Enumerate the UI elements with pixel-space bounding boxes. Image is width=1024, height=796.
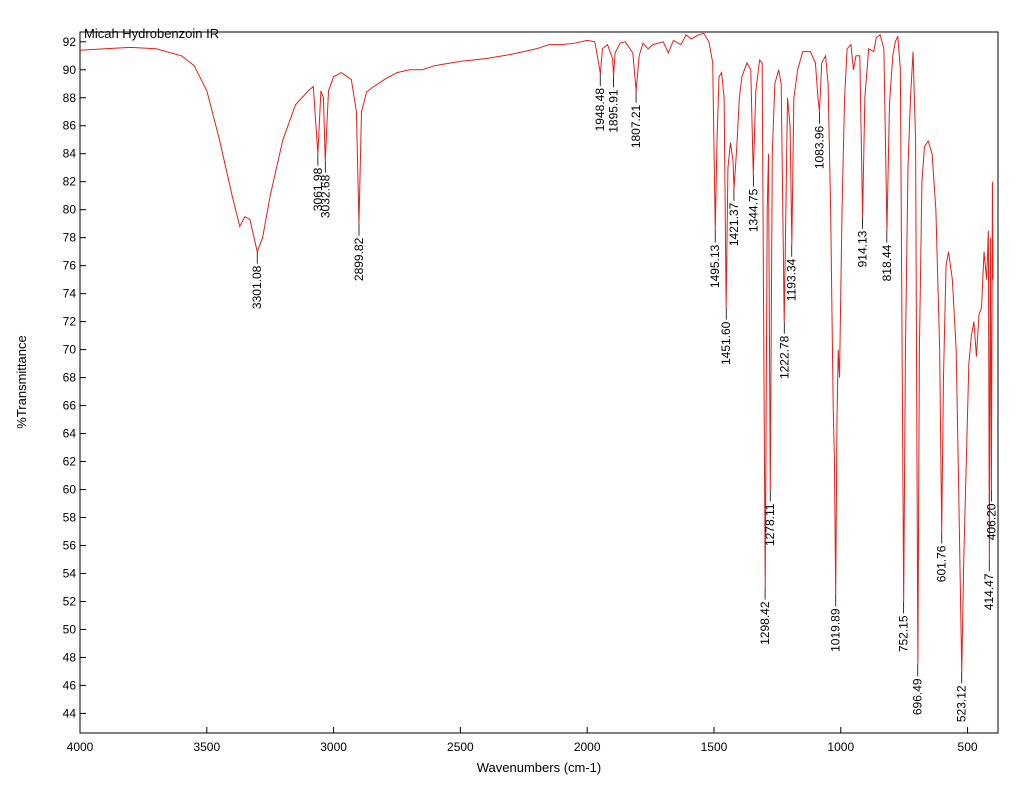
y-tick-label: 80 xyxy=(63,203,77,217)
x-tick-label: 500 xyxy=(958,740,978,754)
peak-label: 3032.68 xyxy=(318,174,332,218)
y-tick-label: 82 xyxy=(63,175,77,189)
peak-label: 3301.08 xyxy=(250,265,264,309)
y-tick-label: 58 xyxy=(63,511,77,525)
y-tick-label: 92 xyxy=(63,35,77,49)
peak-label: 1895.91 xyxy=(607,89,621,133)
peak-label: 818.44 xyxy=(880,244,894,281)
y-tick-label: 50 xyxy=(63,622,77,636)
plot-frame xyxy=(79,31,999,734)
peak-label: 1083.96 xyxy=(812,125,826,169)
peak-label: 1193.34 xyxy=(785,258,799,301)
y-tick-label: 78 xyxy=(63,231,77,245)
peak-label: 3061.98 xyxy=(311,167,325,211)
y-axis-label: %Transmittance xyxy=(14,335,29,428)
peak-label: 752.15 xyxy=(897,615,911,652)
spectrum-line xyxy=(79,32,994,672)
peak-label: 914.13 xyxy=(856,230,870,267)
peak-label: 601.76 xyxy=(935,545,949,582)
y-tick-label: 54 xyxy=(63,566,77,580)
peak-label: 1222.78 xyxy=(777,335,791,379)
y-tick-label: 84 xyxy=(63,147,77,161)
x-tick-label: 2000 xyxy=(574,740,601,754)
y-tick-label: 56 xyxy=(63,539,77,553)
y-tick-label: 46 xyxy=(63,678,77,692)
x-tick-label: 3500 xyxy=(193,740,220,754)
peak-label: 1298.42 xyxy=(758,601,772,645)
peak-label: 406.20 xyxy=(984,503,998,540)
x-axis-label: Wavenumbers (cm-1) xyxy=(477,760,601,775)
peak-label: 696.49 xyxy=(911,678,925,715)
peak-label: 1807.21 xyxy=(629,104,643,148)
peak-label: 1495.13 xyxy=(708,244,722,288)
y-tick-label: 44 xyxy=(63,706,77,720)
peak-label: 1344.75 xyxy=(746,188,760,232)
y-tick-label: 52 xyxy=(63,594,77,608)
peak-label: 2899.82 xyxy=(352,237,366,281)
y-tick-label: 64 xyxy=(63,427,77,441)
y-tick-label: 62 xyxy=(63,455,77,469)
x-tick-label: 4000 xyxy=(67,740,94,754)
peak-label: 414.47 xyxy=(982,573,996,610)
peak-label: 1451.60 xyxy=(719,321,733,365)
y-tick-label: 86 xyxy=(63,119,77,133)
peak-label: 1019.89 xyxy=(829,608,843,652)
x-tick-label: 1000 xyxy=(827,740,854,754)
y-tick-label: 70 xyxy=(63,343,77,357)
x-tick-label: 1500 xyxy=(701,740,728,754)
x-tick-label: 2500 xyxy=(447,740,474,754)
y-tick-label: 60 xyxy=(63,483,77,497)
y-tick-label: 48 xyxy=(63,650,77,664)
y-tick-label: 88 xyxy=(63,91,77,105)
peak-label: 523.12 xyxy=(955,685,969,722)
legend-label: Micah Hydrobenzoin IR xyxy=(84,26,219,41)
peak-label: 1278.11 xyxy=(763,503,777,546)
x-tick-label: 3000 xyxy=(320,740,347,754)
peak-label: 1948.48 xyxy=(593,88,607,132)
y-tick-label: 76 xyxy=(63,259,77,273)
y-tick-label: 66 xyxy=(63,399,77,413)
peak-label: 1421.37 xyxy=(727,202,741,246)
y-tick-label: 68 xyxy=(63,371,77,385)
y-tick-label: 72 xyxy=(63,315,77,329)
y-tick-label: 74 xyxy=(63,287,77,301)
y-tick-label: 90 xyxy=(63,63,77,77)
